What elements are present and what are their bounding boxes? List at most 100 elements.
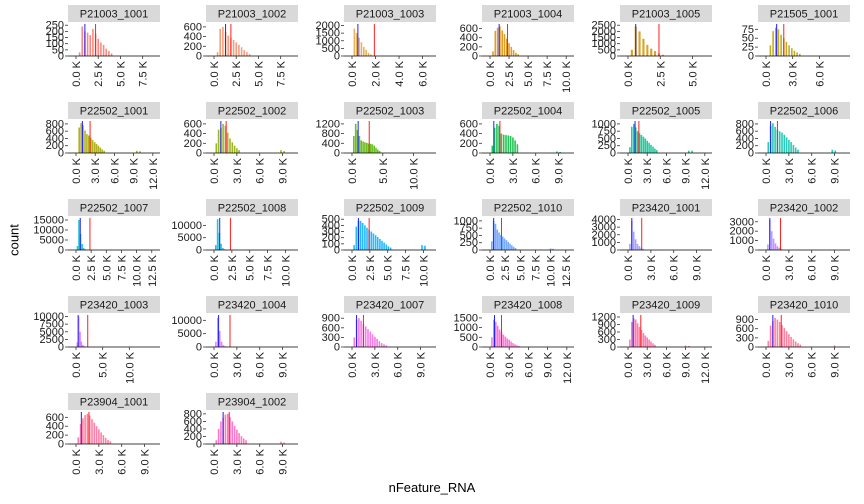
y-tick-label: 300 — [598, 334, 616, 346]
x-tick-label: 2.5 K — [93, 60, 105, 86]
histogram-bar — [89, 35, 91, 56]
y-tick-label: 400 — [46, 421, 64, 433]
y-tick-label: 400 — [460, 128, 478, 140]
x-tick-label: 5.0 K — [245, 254, 257, 280]
histogram-bar — [227, 35, 229, 56]
x-tick-label: 9.0 K — [554, 157, 566, 183]
histogram-bar — [512, 246, 515, 250]
y-tick-label: 2000 — [592, 229, 616, 241]
histogram-bar — [383, 242, 385, 250]
y-tick-label: 10000 — [33, 225, 64, 237]
histogram-bar — [246, 52, 248, 56]
y-tick-label: 200 — [184, 138, 202, 150]
histogram-bar — [512, 137, 514, 153]
y-tick-label: 0 — [58, 342, 64, 354]
histogram-bar — [245, 440, 247, 444]
histogram-bar — [496, 27, 499, 56]
facet-strip — [758, 296, 850, 313]
x-tick-label: 0.0 K — [347, 157, 359, 183]
histogram-bar — [283, 151, 285, 153]
y-tick-label: 0 — [196, 148, 202, 160]
y-tick-label: 600 — [460, 23, 478, 35]
y-tick-label: 10000 — [33, 311, 64, 323]
facet-panel: P22502_1009 0.0 K 2.5 K 5.0 K 7.5 K 10.0 K 010… — [322, 199, 436, 287]
histogram-bar — [76, 246, 79, 250]
histogram-bar — [652, 343, 654, 348]
x-tick-label: 9.0 K — [830, 157, 842, 183]
facet-title: P22502_1003 — [356, 106, 425, 118]
histogram-bar — [373, 145, 375, 153]
x-tick-label: 9.0 K — [830, 351, 842, 377]
y-tick-label: 3000 — [730, 216, 754, 228]
histogram-bar — [364, 326, 367, 347]
histogram-bar — [376, 237, 379, 250]
facet-title: P23420_1002 — [770, 203, 839, 215]
y-tick-label: 400 — [322, 138, 340, 150]
histogram-bar — [374, 336, 376, 347]
histogram-bar — [636, 243, 639, 250]
facet-strip — [344, 102, 436, 119]
histogram-bar — [83, 346, 85, 347]
histogram-bar — [231, 142, 234, 153]
x-tick-label: 0.0 K — [485, 60, 497, 86]
y-tick-label: 0 — [472, 342, 478, 354]
x-tick-label: 6.0 K — [814, 60, 826, 86]
histogram-bar — [91, 139, 94, 153]
y-tick-label: 1000 — [592, 118, 616, 130]
x-tick-label: 2.5 K — [504, 60, 516, 86]
x-tick-label: 9.0 K — [278, 351, 290, 377]
histogram-bar — [353, 136, 355, 153]
x-tick-label: 10.0 K — [132, 254, 144, 286]
histogram-bar — [360, 42, 363, 56]
histogram-bar — [369, 143, 372, 153]
facet-strip — [482, 296, 574, 313]
histogram-bar — [369, 331, 372, 347]
histogram-bar — [364, 225, 366, 250]
histogram-bar — [100, 42, 102, 56]
histogram-bar — [381, 240, 383, 250]
histogram-bar — [222, 26, 224, 56]
histogram-bar — [792, 339, 795, 347]
y-tick-label: 200 — [46, 140, 64, 152]
facet-strip — [68, 5, 160, 22]
x-tick-label: 12.5 K — [147, 254, 159, 286]
x-tick-label: 0.0 K — [761, 157, 773, 183]
x-tick-label: 2.5 K — [227, 254, 239, 280]
x-tick-label: 0.0 K — [623, 351, 635, 377]
histogram-bar — [78, 220, 80, 250]
y-tick-label: 1500 — [316, 28, 340, 40]
x-tick-label: 6.0 K — [523, 351, 535, 377]
facet-strip — [206, 296, 298, 313]
histogram-bar — [248, 54, 251, 56]
histogram-bar — [516, 144, 519, 153]
facet-title: P22502_1005 — [632, 106, 701, 118]
facet-title: P21003_1004 — [494, 9, 563, 21]
histogram-bar — [424, 245, 426, 250]
histogram-bar — [778, 322, 781, 347]
y-tick-label: 500 — [322, 214, 340, 226]
y-tick-label: 0 — [610, 148, 616, 160]
facet-title: P23420_1010 — [770, 300, 839, 312]
histogram-bar — [82, 248, 85, 250]
y-tick-label: 900 — [322, 313, 340, 325]
histogram-bar — [370, 231, 373, 250]
x-tick-label: 6.0 K — [807, 351, 819, 377]
facet-title: P23420_1009 — [632, 300, 701, 312]
y-tick-label: 200 — [460, 41, 478, 53]
histogram-bar — [110, 53, 113, 56]
y-tick-label: 7500 — [40, 319, 64, 331]
histogram-bar — [769, 325, 772, 347]
histogram-bar — [81, 244, 83, 250]
y-tick-label: 800 — [736, 118, 754, 130]
y-tick-label: 600 — [460, 118, 478, 130]
x-tick-label: 12.0 K — [562, 351, 574, 383]
facet-panel: P22502_1010 0.0 K 2.5 K 5.0 K 7.5 K 10.0 K 12.… — [454, 199, 574, 287]
histogram-bar — [661, 54, 664, 56]
histogram-bar — [496, 325, 499, 347]
histogram-bar — [636, 323, 639, 348]
facet-strip — [206, 199, 298, 216]
y-tick-label: 500 — [598, 133, 616, 145]
y-tick-label: 1500 — [454, 312, 478, 324]
histogram-bar — [502, 334, 505, 347]
y-tick-label: 5000 — [40, 326, 64, 338]
